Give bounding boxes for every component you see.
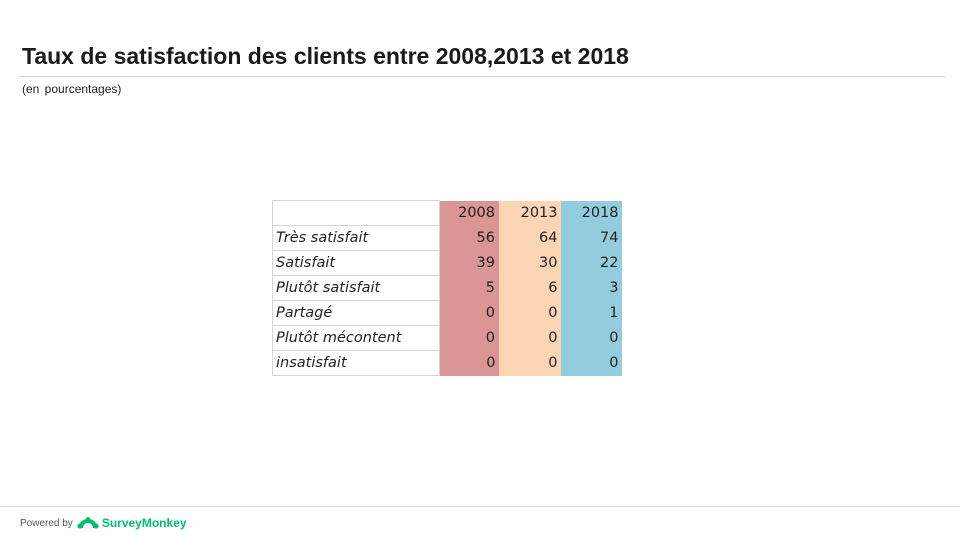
table-row: Plutôt mécontent 0 0 0 (272, 325, 622, 351)
cell-value: 0 (439, 350, 499, 376)
table-row: Très satisfait 56 64 74 (272, 225, 622, 251)
powered-by-label: Powered by (20, 517, 73, 529)
cell-value: 6 (498, 275, 561, 301)
page-subtitle: (en pourcentages) (22, 82, 122, 96)
table-corner-cell (272, 200, 440, 226)
cell-value: 39 (439, 250, 499, 276)
cell-value: 0 (439, 325, 499, 351)
table-row: insatisfait 0 0 0 (272, 350, 622, 376)
page-title: Taux de satisfaction des clients entre 2… (22, 43, 629, 69)
cell-value: 0 (560, 325, 622, 351)
cell-value: 0 (498, 300, 561, 326)
table-row: Partagé 0 0 1 (272, 300, 622, 326)
row-label: Satisfait (272, 250, 440, 276)
satisfaction-table-container: 2008 2013 2018 Très satisfait 56 64 74 S… (272, 200, 622, 376)
row-label: insatisfait (272, 350, 440, 376)
row-label: Très satisfait (272, 225, 440, 251)
table-row: Plutôt satisfait 5 6 3 (272, 275, 622, 301)
cell-value: 22 (560, 250, 622, 276)
row-label: Plutôt satisfait (272, 275, 440, 301)
column-header-2008: 2008 (439, 200, 499, 226)
title-divider (20, 76, 945, 77)
cell-value: 3 (560, 275, 622, 301)
surveymonkey-brand-name: SurveyMonkey (101, 516, 187, 530)
cell-value: 0 (498, 325, 561, 351)
cell-value: 0 (439, 300, 499, 326)
table-row: Satisfait 39 30 22 (272, 250, 622, 276)
row-label: Partagé (272, 300, 440, 326)
cell-value: 0 (560, 350, 622, 376)
row-label: Plutôt mécontent (272, 325, 440, 351)
cell-value: 0 (498, 350, 561, 376)
satisfaction-table: 2008 2013 2018 Très satisfait 56 64 74 S… (272, 200, 622, 376)
footer: Powered by SurveyMonkey (20, 515, 187, 531)
cell-value: 64 (498, 225, 561, 251)
table-header-row: 2008 2013 2018 (272, 200, 622, 226)
surveymonkey-logo-icon (77, 515, 99, 531)
column-header-2018: 2018 (560, 200, 622, 226)
column-header-2013: 2013 (498, 200, 561, 226)
cell-value: 74 (560, 225, 622, 251)
footer-divider (0, 506, 960, 507)
cell-value: 1 (560, 300, 622, 326)
cell-value: 5 (439, 275, 499, 301)
cell-value: 56 (439, 225, 499, 251)
cell-value: 30 (498, 250, 561, 276)
